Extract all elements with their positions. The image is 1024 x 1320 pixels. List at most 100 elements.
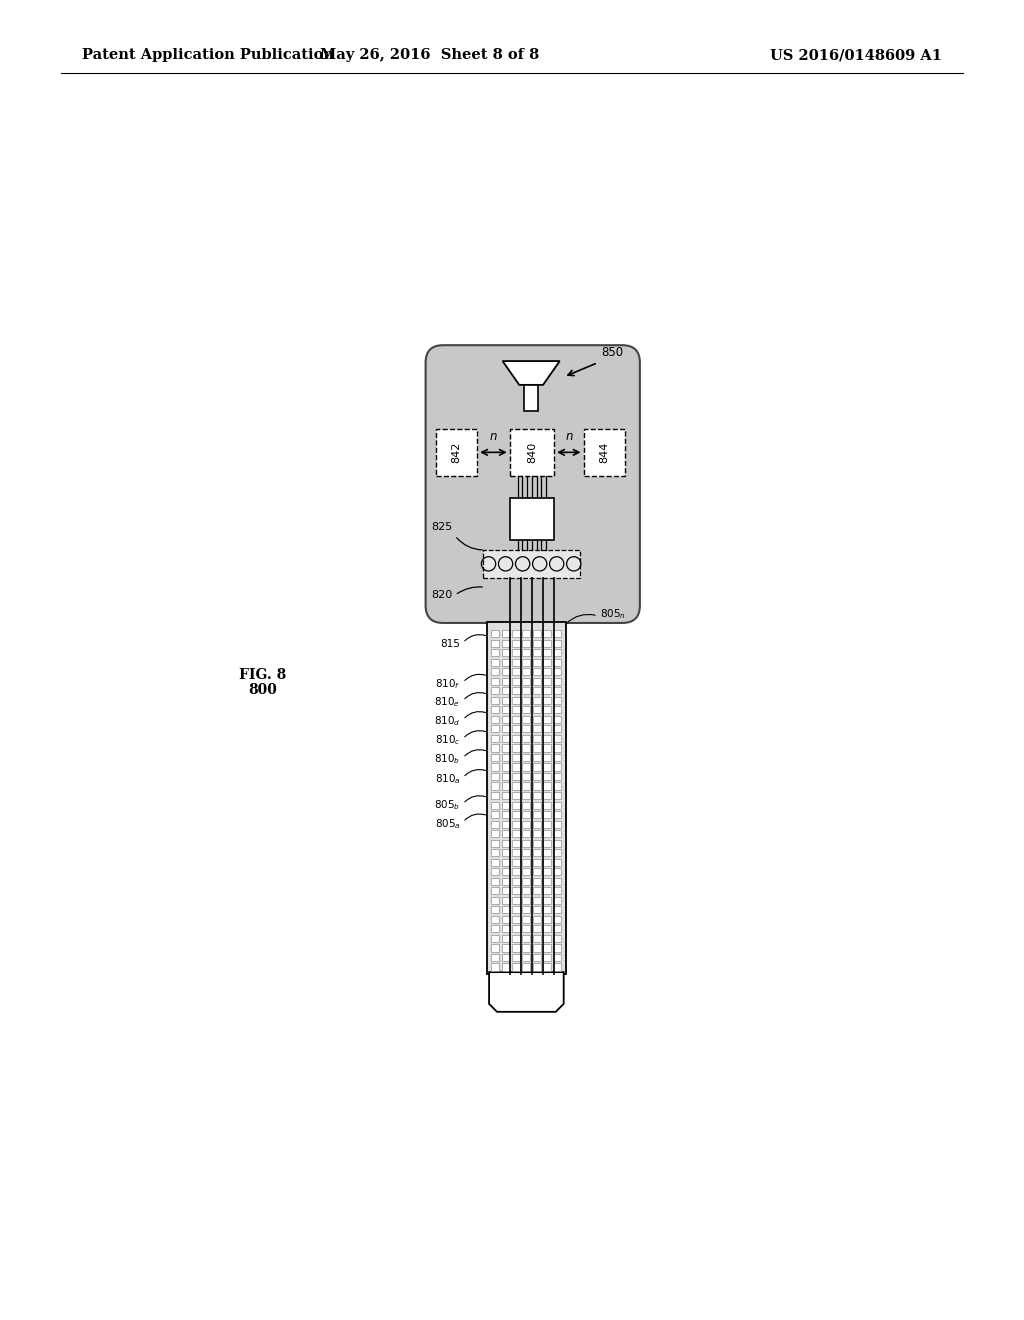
Bar <box>532 649 541 656</box>
Bar <box>532 878 541 884</box>
Bar <box>522 706 530 713</box>
Bar <box>522 688 530 694</box>
Text: May 26, 2016  Sheet 8 of 8: May 26, 2016 Sheet 8 of 8 <box>321 49 540 62</box>
Bar <box>512 792 520 799</box>
Bar <box>512 944 520 952</box>
Bar <box>522 659 530 665</box>
Bar <box>532 954 541 961</box>
Bar <box>502 725 510 733</box>
Bar <box>492 630 500 638</box>
Bar <box>532 783 541 789</box>
Bar <box>512 783 520 789</box>
Bar <box>492 964 500 970</box>
Bar <box>512 735 520 742</box>
Bar <box>543 763 551 771</box>
Bar <box>532 858 541 866</box>
Bar <box>522 801 530 809</box>
Bar <box>512 715 520 723</box>
Bar <box>543 792 551 799</box>
Bar <box>502 792 510 799</box>
Bar <box>502 774 510 780</box>
Bar <box>553 754 561 762</box>
Bar <box>532 887 541 895</box>
Bar <box>543 878 551 884</box>
Bar <box>492 887 500 895</box>
Text: FIG. 8: FIG. 8 <box>240 668 287 681</box>
Text: 844: 844 <box>599 442 609 463</box>
Text: 842: 842 <box>452 442 462 463</box>
Bar <box>522 858 530 866</box>
Text: 810$_d$: 810$_d$ <box>434 714 461 729</box>
Bar <box>553 783 561 789</box>
Bar <box>543 640 551 647</box>
Bar <box>492 896 500 904</box>
Bar <box>543 869 551 875</box>
Bar <box>522 925 530 932</box>
Bar <box>512 916 520 923</box>
Bar <box>502 688 510 694</box>
Bar <box>532 744 541 751</box>
Bar <box>486 622 566 974</box>
Bar <box>512 706 520 713</box>
Text: 810$_f$: 810$_f$ <box>435 677 461 690</box>
Bar <box>510 429 554 477</box>
Bar <box>532 763 541 771</box>
Bar <box>543 659 551 665</box>
Bar <box>543 801 551 809</box>
Text: 820: 820 <box>431 590 453 601</box>
Text: 810$_a$: 810$_a$ <box>434 772 461 787</box>
Bar <box>553 688 561 694</box>
Bar <box>502 840 510 846</box>
Bar <box>532 849 541 857</box>
Bar <box>522 744 530 751</box>
Bar <box>502 887 510 895</box>
Bar <box>532 907 541 913</box>
Bar <box>512 954 520 961</box>
Bar <box>502 783 510 789</box>
Bar <box>492 858 500 866</box>
Bar <box>512 849 520 857</box>
Bar <box>522 944 530 952</box>
Bar <box>512 725 520 733</box>
Text: 810$_c$: 810$_c$ <box>435 734 461 747</box>
Bar <box>492 688 500 694</box>
Bar <box>512 887 520 895</box>
Bar <box>522 840 530 846</box>
Bar <box>543 688 551 694</box>
Bar <box>553 697 561 704</box>
Bar <box>492 792 500 799</box>
Bar <box>512 774 520 780</box>
Bar <box>512 801 520 809</box>
Text: 815: 815 <box>440 639 461 649</box>
Bar <box>502 735 510 742</box>
Bar <box>492 849 500 857</box>
Bar <box>522 954 530 961</box>
Bar <box>522 896 530 904</box>
Bar <box>553 659 561 665</box>
Bar <box>522 916 530 923</box>
Bar <box>492 763 500 771</box>
Bar <box>543 830 551 837</box>
Bar <box>532 668 541 676</box>
Bar <box>502 858 510 866</box>
Text: 805$_b$: 805$_b$ <box>434 799 461 812</box>
Bar <box>492 830 500 837</box>
Bar <box>553 925 561 932</box>
Bar <box>543 935 551 942</box>
Bar <box>522 725 530 733</box>
Bar <box>502 935 510 942</box>
Bar <box>532 916 541 923</box>
Bar <box>482 550 580 578</box>
Bar <box>522 907 530 913</box>
Bar <box>502 830 510 837</box>
Bar <box>512 659 520 665</box>
Text: n: n <box>489 430 498 442</box>
Bar <box>492 954 500 961</box>
Bar <box>532 964 541 970</box>
Bar <box>553 677 561 685</box>
Bar <box>522 810 530 818</box>
Polygon shape <box>503 362 560 385</box>
Bar <box>532 640 541 647</box>
Bar <box>510 499 554 540</box>
Bar <box>543 840 551 846</box>
